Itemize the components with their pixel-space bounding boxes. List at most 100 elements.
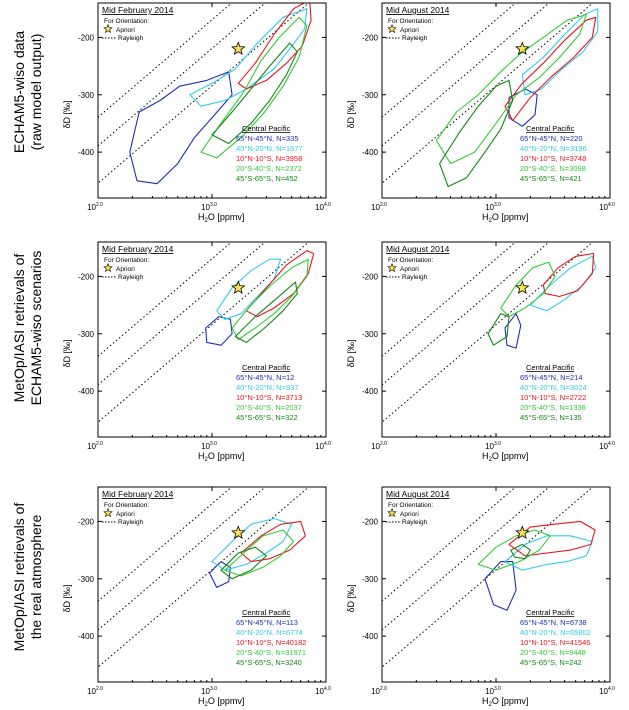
- row-label-1-line-1: ECHAM5-wiso data: [11, 30, 27, 154]
- legend-entry: 40°N-20°N, N=65802: [520, 628, 591, 637]
- legend-entry: 40°N-20°N, N=3196: [520, 144, 587, 153]
- x-axis-label: H2O [ppmv]: [482, 212, 528, 224]
- x-axis-label: H2O [ppmv]: [482, 451, 528, 463]
- contour-65N-45N: [504, 313, 522, 349]
- y-tick-label: -200: [362, 517, 379, 526]
- x-tick-label: 103.0: [485, 441, 501, 451]
- legend-entry: 65°N-45°N, N=113: [236, 618, 298, 627]
- orientation-title: For Orientation:: [104, 502, 149, 509]
- x-tick-label: 103.0: [201, 202, 217, 212]
- orientation-apriori: Apriori: [400, 511, 419, 518]
- contour-45S-65S: [234, 281, 298, 343]
- panel-title: Mid February 2014: [102, 244, 174, 254]
- x-axis-label: H2O [ppmv]: [482, 696, 528, 708]
- legend-entry: 45°S-65°S, N=421: [520, 174, 582, 183]
- contour-20S-40S: [477, 529, 551, 571]
- apriori-star-marker: [231, 525, 246, 539]
- legend-entry: 65°N-45°N, N=6738: [520, 618, 587, 627]
- orientation-apriori: Apriori: [400, 266, 419, 273]
- y-tick-label: -300: [78, 91, 95, 100]
- x-tick-label: 103.0: [485, 686, 501, 696]
- y-tick-label: -300: [78, 575, 95, 584]
- contour-10N-10S: [245, 250, 315, 318]
- contour-65N-45N: [484, 561, 517, 611]
- row-label-3-line-1: MetOp/IASI retrievals of: [11, 502, 27, 652]
- apriori-star-marker: [231, 41, 246, 55]
- legend-entry: 45°S-65°S, N=322: [236, 413, 298, 422]
- panel-title: Mid February 2014: [102, 489, 174, 499]
- orientation-rayleigh: Rayleigh: [402, 274, 428, 281]
- chart-panel-5: -200 -300 -400 102.0 103.0 104.0 H2O [ppmv] δD …: [62, 486, 331, 708]
- contour-65N-45N: [208, 561, 231, 588]
- contour-20S-40S: [200, 16, 308, 159]
- x-tick-label: 102.0: [371, 441, 387, 451]
- chart-panel-1: -200 -300 -400 102.0 103.0 104.0 H2O [ppmv] δD …: [62, 2, 331, 224]
- legend-entry: 40°N-20°N, N=937: [236, 383, 299, 392]
- contour-40N-20N: [504, 535, 593, 571]
- contour-45S-65S: [439, 79, 514, 188]
- y-tick-label: -300: [362, 91, 379, 100]
- contour-10N-10S: [508, 520, 596, 557]
- legend-entry: 10°N-10°S, N=40182: [236, 638, 306, 647]
- row-label-1: ECHAM5-wiso data (raw model output): [11, 12, 45, 172]
- contour-10N-10S: [542, 252, 595, 298]
- contour-65N-45N: [508, 88, 538, 127]
- contour-20S-40S: [224, 529, 295, 577]
- y-tick-label: -200: [362, 272, 379, 281]
- x-axis-label: H2O [ppmv]: [198, 212, 244, 224]
- x-tick-label: 102.0: [87, 686, 103, 696]
- legend-entry: 45°S-65°S, N=135: [520, 413, 582, 422]
- row-label-2: MetOp/IASI retrievals of ECHAM5-wiso sce…: [11, 228, 45, 428]
- y-tick-label: -400: [362, 632, 379, 641]
- y-tick-label: -400: [362, 148, 379, 157]
- orientation-apriori: Apriori: [400, 27, 419, 34]
- y-tick-label: -200: [78, 33, 95, 42]
- legend-entry: 20°S-40°S, N=31971: [236, 648, 306, 657]
- y-axis-label: δD [‰]: [346, 339, 356, 367]
- contour-45S-65S: [220, 546, 267, 580]
- chart-panel-3: -200 -300 -400 102.0 103.0 104.0 H2O [ppmv] δD …: [62, 241, 331, 463]
- legend-entry: 10°N-10°S, N=2722: [520, 393, 586, 402]
- apriori-star-marker: [515, 525, 530, 539]
- orientation-title: For Orientation:: [388, 502, 433, 509]
- chart-panel-4: -200 -300 -400 102.0 103.0 104.0 H2O [ppmv] δD …: [346, 241, 615, 463]
- y-tick-label: -200: [362, 33, 379, 42]
- legend-entry: 20°S-40°S, N=2372: [236, 164, 302, 173]
- y-axis-label: δD [‰]: [62, 100, 72, 128]
- x-axis-label: H2O [ppmv]: [198, 696, 244, 708]
- legend-entry: 40°N-20°N, N=1677: [236, 144, 303, 153]
- row-label-2-line-2: ECHAM5-wiso scenarios: [28, 250, 44, 406]
- contour-20S-40S: [231, 258, 309, 341]
- orientation-rayleigh: Rayleigh: [118, 35, 144, 42]
- y-axis-label: δD [‰]: [346, 100, 356, 128]
- x-tick-label: 104.0: [599, 441, 615, 451]
- panel-title: Mid August 2014: [386, 244, 450, 254]
- y-tick-label: -400: [362, 387, 379, 396]
- legend-entry: 10°N-10°S, N=41546: [520, 638, 590, 647]
- legend-title: Central Pacific: [242, 608, 291, 617]
- y-tick-label: -300: [78, 330, 95, 339]
- orientation-rayleigh: Rayleigh: [118, 274, 144, 281]
- apriori-legend-star: [103, 24, 113, 34]
- orientation-title: For Orientation:: [388, 257, 433, 264]
- x-tick-label: 102.0: [87, 441, 103, 451]
- x-tick-label: 104.0: [599, 686, 615, 696]
- apriori-star-marker: [231, 280, 246, 294]
- chart-panel-6: -200 -300 -400 102.0 103.0 104.0 H2O [ppmv] δD …: [346, 486, 615, 708]
- x-tick-label: 103.0: [485, 202, 501, 212]
- panel-title: Mid August 2014: [386, 489, 450, 499]
- apriori-star-marker: [515, 41, 530, 55]
- x-tick-label: 103.0: [201, 441, 217, 451]
- row-label-3-line-2: the real atmosphere: [28, 514, 44, 640]
- legend-title: Central Pacific: [526, 608, 575, 617]
- orientation-title: For Orientation:: [104, 18, 149, 25]
- contour-65N-45N: [129, 71, 233, 185]
- orientation-apriori: Apriori: [116, 266, 135, 273]
- y-axis-label: δD [‰]: [62, 339, 72, 367]
- legend-title: Central Pacific: [526, 363, 575, 372]
- x-tick-label: 103.0: [201, 686, 217, 696]
- legend-entry: 10°N-10°S, N=3713: [236, 393, 302, 402]
- orientation-title: For Orientation:: [104, 257, 149, 264]
- x-tick-label: 104.0: [315, 686, 331, 696]
- legend-entry: 20°S-40°S, N=1336: [520, 403, 586, 412]
